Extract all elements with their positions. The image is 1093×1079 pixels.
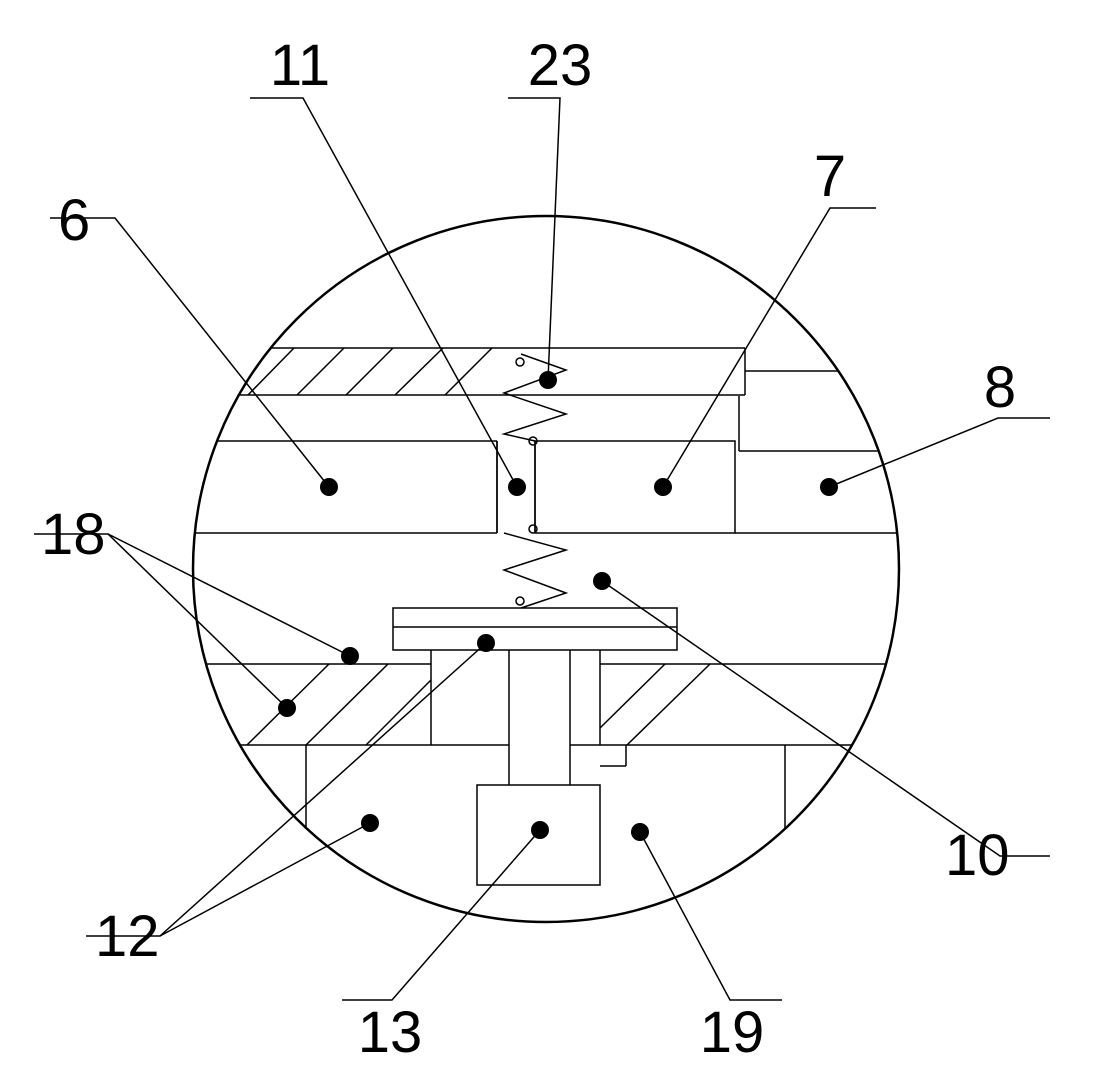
- callout-L23: 23: [508, 33, 592, 389]
- callout-L10: 10: [593, 572, 1050, 888]
- label-L7: 7: [814, 144, 846, 209]
- callout-L7: 7: [654, 144, 876, 496]
- label-L23: 23: [528, 33, 593, 98]
- detail-circle: [193, 216, 899, 922]
- label-L8: 8: [984, 355, 1016, 420]
- callout-L13: 13: [342, 821, 549, 1065]
- label-L10: 10: [945, 823, 1010, 888]
- callout-L8: 8: [820, 355, 1050, 496]
- label-L18: 18: [41, 502, 106, 567]
- label-L6: 6: [58, 188, 90, 253]
- callout-L19: 19: [631, 823, 782, 1065]
- label-L19: 19: [700, 1000, 765, 1065]
- label-L13: 13: [358, 1000, 423, 1065]
- label-L11: 11: [270, 33, 330, 98]
- label-L12: 12: [95, 904, 160, 969]
- callout-L11: 11: [250, 33, 526, 496]
- callout-L6: 6: [50, 188, 338, 496]
- callout-L12: 12: [86, 634, 495, 969]
